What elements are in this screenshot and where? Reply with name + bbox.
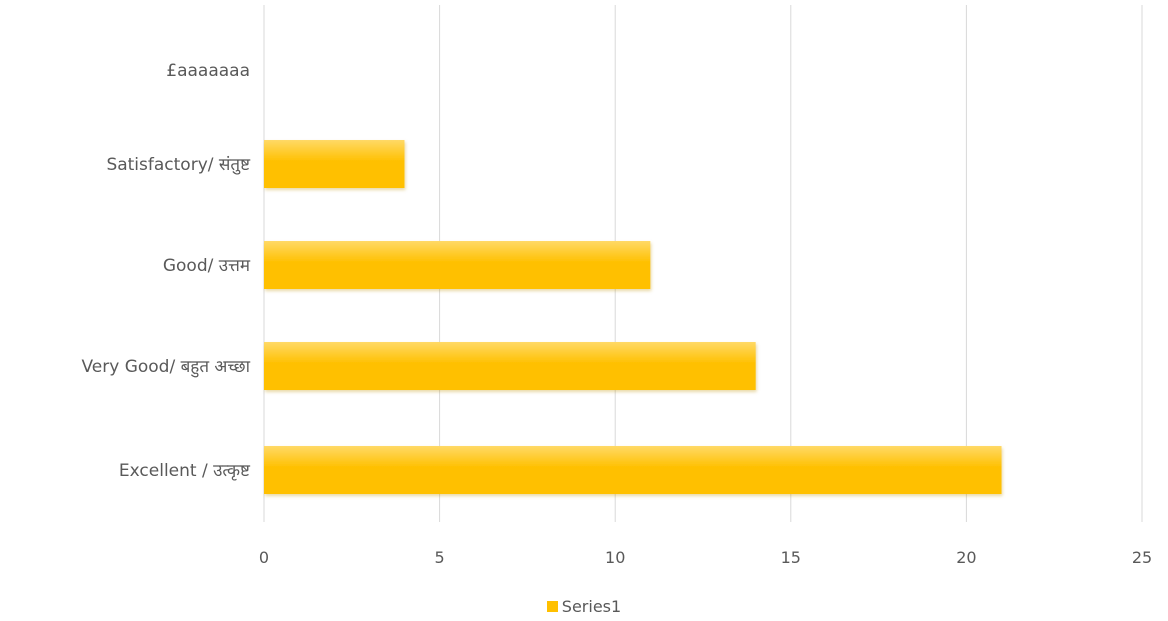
x-tick-label: 10 [605, 548, 625, 567]
category-label: Good/ उत्तम [163, 256, 251, 276]
x-tick-label: 20 [956, 548, 976, 567]
legend: Series1 [0, 596, 1168, 616]
bar-3 [264, 342, 756, 390]
x-tick-label: 25 [1132, 548, 1152, 567]
bar-1 [264, 140, 405, 188]
x-tick-label: 15 [781, 548, 801, 567]
x-axis-tick-labels: 0 5 10 15 20 25 [259, 548, 1152, 567]
legend-label: Series1 [561, 597, 622, 616]
category-label: Excellent / उत्कृष्ट [119, 461, 251, 481]
bar-2 [264, 241, 651, 289]
category-label: Very Good/ बहुत अच्छा [81, 357, 250, 378]
x-tick-label: 0 [259, 548, 269, 567]
category-label: Satisfactory/ संतुष्ट [106, 155, 251, 175]
x-tick-label: 5 [435, 548, 445, 567]
legend-swatch [546, 601, 558, 612]
category-label: £aaaaaaa [166, 61, 250, 81]
category-labels: £aaaaaaa Satisfactory/ संतुष्ट Good/ उत्तम… [81, 61, 251, 481]
bar-4 [264, 446, 1002, 494]
bars [264, 140, 1002, 494]
